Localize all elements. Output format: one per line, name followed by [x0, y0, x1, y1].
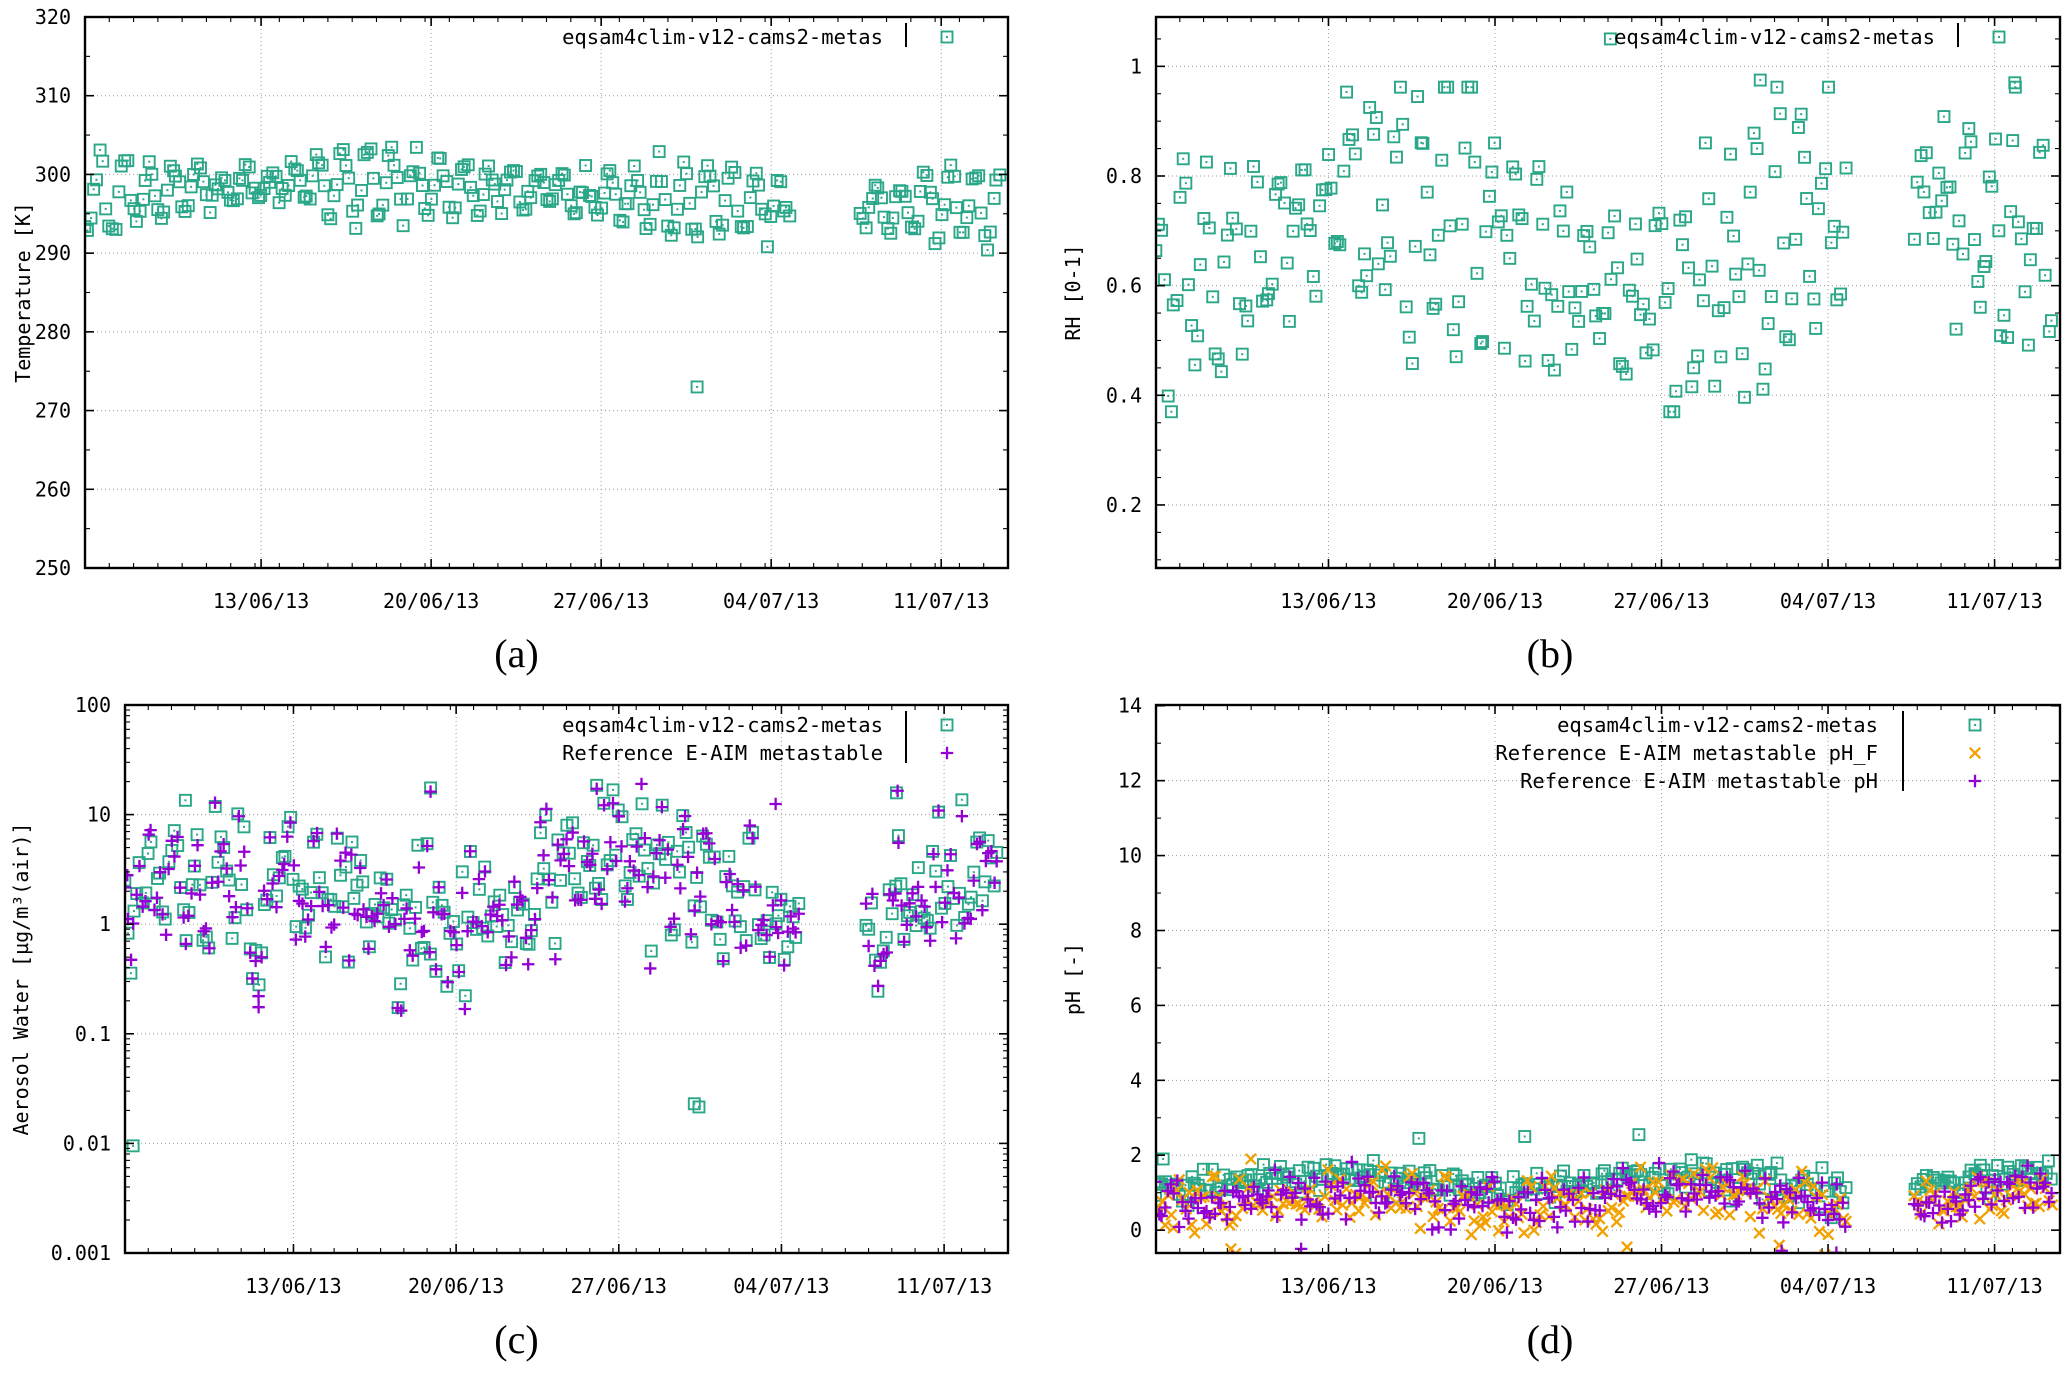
legend-label: Reference E-AIM metastable [562, 741, 883, 765]
plot-border [1154, 15, 2062, 570]
series-points [1156, 1128, 2059, 1253]
y-tick-label: 320 [35, 5, 71, 29]
gridlines [125, 705, 1008, 1253]
x-tick-label: 04/07/13 [733, 1274, 829, 1298]
x-tick-label: 13/06/13 [1280, 1274, 1376, 1298]
x-tick-label: 27/06/13 [553, 589, 649, 613]
caption-d: (d) [1526, 1317, 1574, 1362]
x-tick-label: 20/06/13 [1447, 589, 1543, 613]
y-tick-label: 6 [1130, 993, 1142, 1017]
y-tick-label: 310 [35, 84, 71, 108]
x-tick-label: 27/06/13 [571, 1274, 667, 1298]
legend: eqsam4clim-v12-cams2-metas [1614, 23, 2006, 49]
axis-ticks [1156, 704, 2060, 1253]
axis-tick-labels: 0.2 0.4 0.6 0.8 1 13/06/13 20/06/13 27/06/13 04/… [1106, 54, 2043, 613]
x-tick-label: 20/06/13 [408, 1274, 504, 1298]
x-tick-label: 13/06/13 [1280, 589, 1376, 613]
x-tick-label: 04/07/13 [723, 589, 819, 613]
gridlines [1156, 705, 2060, 1253]
y-tick-label: 100 [75, 693, 111, 717]
y-tick-label: 250 [35, 556, 71, 580]
series-points [85, 140, 1007, 394]
y-tick-label: 300 [35, 162, 71, 186]
y-tick-label: 0.1 [75, 1022, 111, 1046]
series-square [85, 140, 1007, 394]
series-square [1156, 32, 2058, 419]
y-tick-label: 4 [1130, 1068, 1142, 1092]
legend: eqsam4clim-v12-cams2-metas Reference E-AI… [1495, 711, 1982, 793]
y-tick-label: 270 [35, 399, 71, 423]
axis-tick-labels: 100 10 1 0.1 0.01 0.001 13/06/13 20/06/13 27/06/… [51, 693, 992, 1298]
axis-ticks [125, 704, 1008, 1254]
x-tick-label: 27/06/13 [1613, 1274, 1709, 1298]
x-tick-label: 11/07/13 [1946, 1274, 2042, 1298]
y-tick-label: 0.4 [1106, 383, 1142, 407]
y-tick-label: 10 [1118, 844, 1142, 868]
y-tick-label: 0.8 [1106, 164, 1142, 188]
x-tick-label: 27/06/13 [1613, 589, 1709, 613]
x-tick-label: 04/07/13 [1780, 1274, 1876, 1298]
y-tick-label: 12 [1118, 769, 1142, 793]
panel-d: 0 2 4 6 8 10 12 14 13/06/13 20/06/13 27/06/13 04/07… [1061, 694, 2062, 1298]
panel-a: 250 260 270 280 290 300 310 320 13/06/13 20/06/13… [11, 5, 1010, 613]
x-tick-label: 20/06/13 [383, 589, 479, 613]
y-axis-title: pH [-] [1061, 943, 1085, 1015]
legend-label: eqsam4clim-v12-cams2-metas [562, 713, 883, 737]
series-plus [1156, 1155, 2058, 1253]
axis-ticks [1156, 17, 2060, 568]
x-tick-label: 11/07/13 [1946, 589, 2042, 613]
legend-label: eqsam4clim-v12-cams2-metas [562, 25, 883, 49]
legend: eqsam4clim-v12-cams2-metas [562, 23, 954, 49]
y-tick-label: 14 [1118, 694, 1142, 718]
legend-label: Reference E-AIM metastable pH [1520, 769, 1878, 793]
y-tick-label: 0.2 [1106, 493, 1142, 517]
caption-a: (a) [494, 631, 539, 676]
legend-label: Reference E-AIM metastable pH_F [1495, 741, 1878, 765]
y-tick-label: 2 [1130, 1143, 1142, 1167]
y-tick-label: 0.001 [51, 1241, 111, 1265]
y-tick-label: 0.01 [63, 1131, 111, 1155]
series-points [1156, 32, 2058, 419]
series-plus [125, 777, 1003, 1017]
y-tick-label: 10 [87, 803, 111, 827]
series-points [125, 777, 1004, 1153]
y-tick-label: 1 [99, 912, 111, 936]
legend: eqsam4clim-v12-cams2-metas Reference E-AI… [562, 711, 954, 765]
x-tick-label: 11/07/13 [893, 589, 989, 613]
legend-label: eqsam4clim-v12-cams2-metas [1614, 25, 1935, 49]
y-axis-title: RH [0-1] [1061, 244, 1085, 340]
plot-border [83, 15, 1010, 570]
panel-b: 0.2 0.4 0.6 0.8 1 13/06/13 20/06/13 27/06/13 04/… [1061, 15, 2062, 613]
panel-c: 100 10 1 0.1 0.01 0.001 13/06/13 20/06/13 27/06/… [9, 693, 1010, 1298]
y-tick-label: 8 [1130, 918, 1142, 942]
axis-tick-labels: 250 260 270 280 290 300 310 320 13/06/13 20/06/13… [35, 5, 989, 613]
y-tick-label: 1 [1130, 54, 1142, 78]
x-tick-label: 04/07/13 [1780, 589, 1876, 613]
caption-b: (b) [1526, 631, 1574, 676]
x-tick-label: 13/06/13 [213, 589, 309, 613]
gridlines [85, 17, 1008, 568]
y-axis-title: Temperature [K] [11, 202, 35, 383]
y-tick-label: 290 [35, 241, 71, 265]
gridlines [1156, 17, 2060, 568]
x-tick-label: 11/07/13 [896, 1274, 992, 1298]
x-tick-label: 13/06/13 [245, 1274, 341, 1298]
x-tick-label: 20/06/13 [1447, 1274, 1543, 1298]
y-tick-label: 0.6 [1106, 274, 1142, 298]
axis-tick-labels: 0 2 4 6 8 10 12 14 13/06/13 20/06/13 27/06/13 04/07… [1118, 694, 2043, 1298]
axis-ticks [85, 16, 1008, 569]
y-tick-label: 280 [35, 320, 71, 344]
y-tick-label: 0 [1130, 1218, 1142, 1242]
caption-c: (c) [494, 1317, 539, 1362]
y-axis-title: Aerosol Water [µg/m³(air)] [9, 822, 33, 1135]
y-tick-label: 260 [35, 477, 71, 501]
legend-label: eqsam4clim-v12-cams2-metas [1557, 713, 1878, 737]
